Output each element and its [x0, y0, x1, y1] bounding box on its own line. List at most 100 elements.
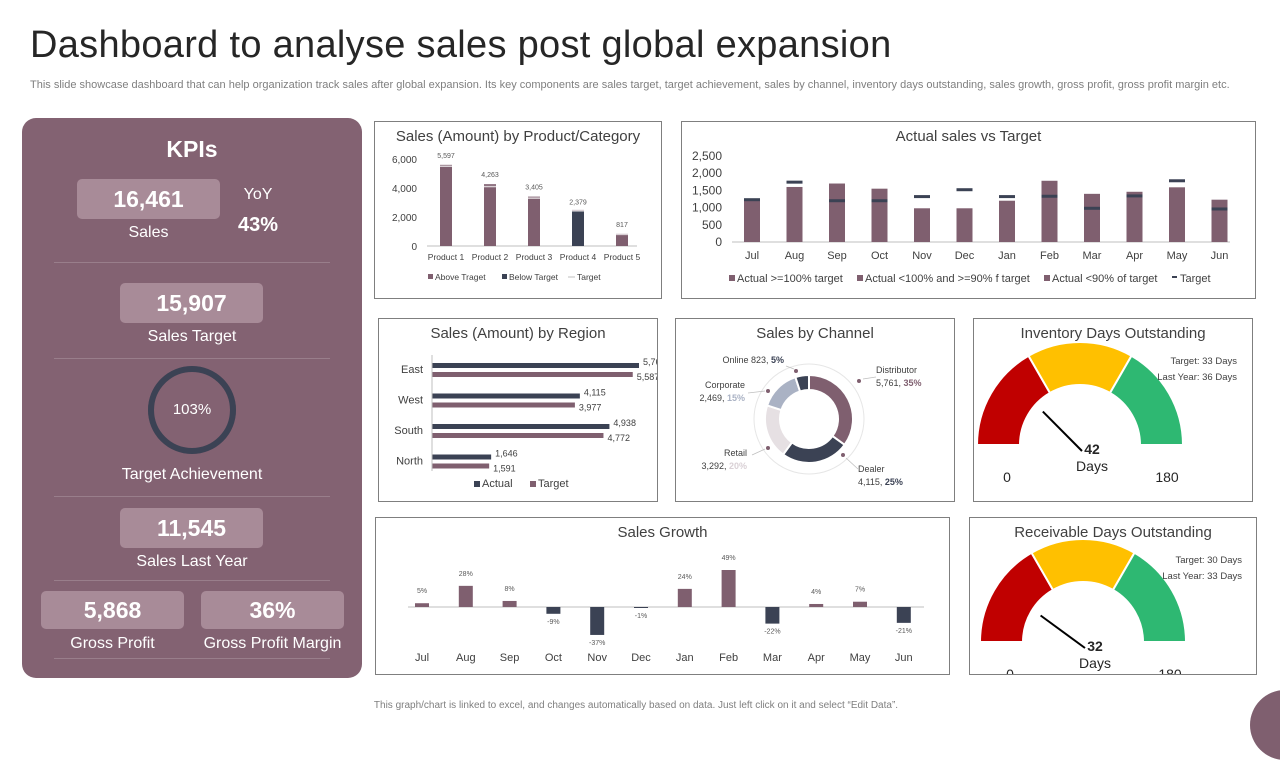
product-chart-card: Sales (Amount) by Product/Category 6,000…	[374, 121, 662, 299]
footer-note: This graph/chart is linked to excel, and…	[373, 700, 899, 711]
slice-name: Online 823,	[722, 355, 771, 365]
legend-entry: Actual	[482, 478, 513, 490]
gross-profit-margin-label: Gross Profit Margin	[203, 635, 342, 652]
legend-entry: Target	[538, 478, 569, 490]
data-label: 5,761	[643, 357, 657, 367]
bar	[765, 607, 780, 624]
bar	[528, 196, 540, 246]
x-tick-label: Feb	[719, 652, 738, 664]
x-tick-label: Jan	[676, 652, 694, 664]
bar	[829, 183, 845, 242]
target-achievement-value: 103%	[172, 401, 212, 418]
data-label: 5,587	[637, 372, 657, 382]
bar-actual	[432, 424, 610, 429]
bar	[572, 211, 584, 246]
slice-amount: 5,761,	[876, 378, 904, 388]
slice-percent: 20%	[729, 461, 747, 471]
x-tick-label: Oct	[545, 652, 562, 664]
x-tick-label: Jun	[1211, 250, 1229, 262]
bar	[1211, 199, 1228, 242]
category-label: South	[394, 425, 423, 437]
data-label: 28%	[459, 571, 473, 578]
bar	[786, 186, 803, 242]
actual-vs-target-chart: 2,500 2,000 1,500 1,000 500 0 Jul Aug Sep Oct Nov D…	[692, 149, 1230, 285]
gauge-last-year: Last Year: 36 Days	[1157, 372, 1237, 383]
bar-target	[432, 463, 490, 469]
x-tick-label: Sep	[500, 652, 520, 664]
bar	[744, 199, 760, 242]
bar	[999, 200, 1015, 242]
y-tick-label: 1,500	[692, 183, 722, 197]
slice-amount: 2,469,	[699, 393, 727, 403]
data-label: 49%	[722, 555, 736, 562]
legend-swatch	[474, 481, 480, 487]
channel-chart: Distributor 5,761, 35% Dealer 4,115, 25% Ret…	[699, 355, 921, 487]
sales-target-value: 15,907	[120, 283, 263, 323]
channel-chart-title: Sales by Channel	[756, 325, 874, 342]
bar	[1084, 193, 1100, 242]
x-tick-label: Mar	[763, 652, 782, 664]
sales-label: Sales	[128, 224, 169, 241]
x-tick-label: Product 1	[428, 252, 465, 262]
bar	[502, 600, 517, 607]
bar	[634, 607, 648, 608]
y-tick-label: 0	[715, 235, 722, 249]
sales-growth-chart: 5% Jul 28% Aug 8% Sep -9% Oct -37% Nov -1% Dec 24% Ja…	[408, 555, 924, 664]
legend-swatch	[729, 275, 735, 281]
pie-slice	[794, 373, 810, 393]
donut-frame	[753, 363, 865, 475]
y-tick-label: 2,000	[692, 166, 722, 180]
y-tick-label: 6,000	[392, 155, 417, 166]
x-tick-label: Jan	[998, 250, 1016, 262]
slice-value: 2,469, 15%	[699, 393, 745, 403]
bar	[677, 588, 692, 607]
bar-target	[432, 372, 633, 377]
bar	[896, 607, 911, 623]
gauge-needle	[1042, 410, 1083, 452]
leader-dot	[766, 389, 770, 393]
region-chart-title: Sales (Amount) by Region	[430, 325, 606, 342]
bar	[458, 585, 473, 607]
leader-line	[862, 376, 877, 380]
x-tick-label: Nov	[587, 652, 607, 664]
sales-last-year-label: Sales Last Year	[136, 553, 248, 570]
x-tick-label: Aug	[456, 652, 476, 664]
yoy-label: YoY	[243, 186, 273, 203]
legend-swatch	[428, 274, 433, 279]
bar	[590, 607, 605, 635]
category-label: North	[396, 456, 423, 468]
gauge-max: 180	[1155, 469, 1179, 485]
kpi-divider	[54, 262, 330, 263]
gauge-band	[1111, 551, 1188, 643]
gross-profit-value: 5,868	[41, 591, 184, 629]
y-tick-label: 4,000	[392, 184, 417, 195]
gauge-band	[1108, 354, 1185, 446]
region-chart: 5,761 5,587 East 4,115 3,977 West 4,938 4,772 So…	[394, 355, 657, 490]
x-tick-label: Apr	[808, 652, 825, 664]
channel-chart-card: Sales by Channel Distributor 5,761, 35% De…	[675, 318, 955, 502]
region-chart-card: Sales (Amount) by Region 5,761 5,587 East 4…	[378, 318, 658, 502]
data-label: 24%	[678, 574, 692, 581]
sales-target-label: Sales Target	[147, 328, 237, 345]
x-tick-label: Apr	[1126, 250, 1143, 262]
bar-actual	[432, 393, 580, 399]
legend-swatch	[1044, 275, 1050, 281]
data-label: -1%	[635, 613, 647, 620]
y-tick-label: 500	[702, 218, 722, 232]
bar	[721, 570, 736, 607]
data-label: 3,977	[579, 403, 602, 413]
slice-percent: 25%	[885, 477, 903, 487]
legend-entry: Target	[1180, 273, 1211, 285]
slice-value: 4,115, 25%	[858, 477, 903, 487]
data-label: 4,263	[481, 172, 499, 179]
bar	[914, 208, 930, 242]
slice-percent: 5%	[771, 355, 784, 365]
sales-growth-title: Sales Growth	[617, 524, 708, 541]
x-tick-label: Jul	[745, 250, 759, 262]
slice-name: Dealer	[858, 464, 885, 474]
gauge-min: 0	[1006, 666, 1014, 674]
legend-swatch	[530, 481, 536, 487]
pie-slice	[781, 434, 846, 464]
data-label: 817	[616, 222, 628, 229]
